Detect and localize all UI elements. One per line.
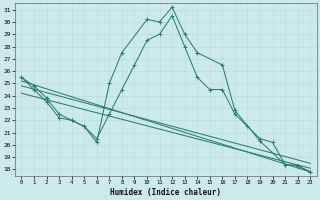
X-axis label: Humidex (Indice chaleur): Humidex (Indice chaleur)	[110, 188, 221, 197]
